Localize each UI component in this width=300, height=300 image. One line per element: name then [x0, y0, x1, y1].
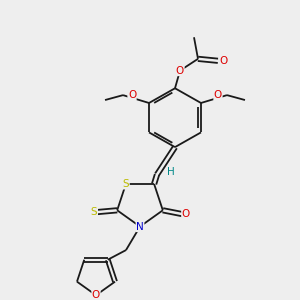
Text: O: O	[219, 56, 227, 66]
Text: O: O	[214, 90, 222, 100]
Text: N: N	[136, 222, 144, 232]
Text: S: S	[123, 179, 129, 189]
Text: O: O	[92, 290, 100, 300]
Text: O: O	[176, 66, 184, 76]
Text: O: O	[182, 209, 190, 219]
Text: S: S	[91, 207, 98, 217]
Text: O: O	[128, 90, 136, 100]
Text: H: H	[167, 167, 175, 177]
